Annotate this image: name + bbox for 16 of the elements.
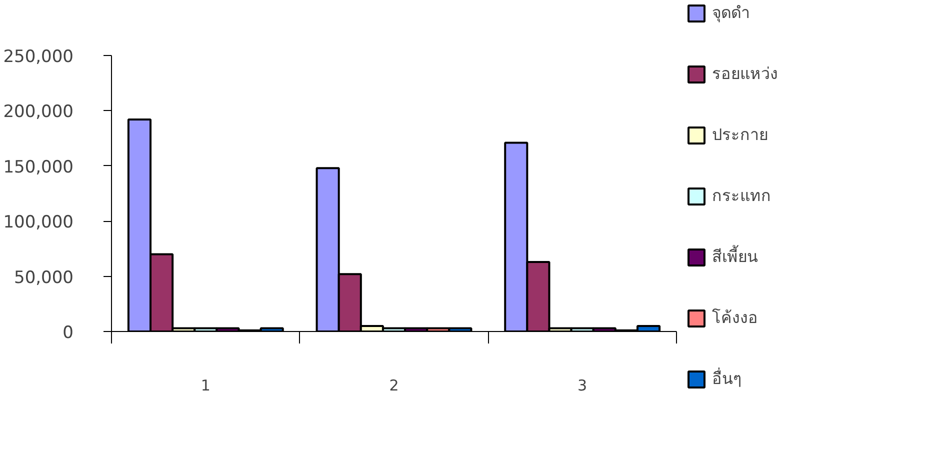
legend-label: จุดดำ — [712, 2, 750, 24]
legend-label: สีเพี้ยน — [712, 244, 758, 268]
x-tick-label: 1 — [200, 376, 210, 394]
legend-label: กระแทก — [712, 185, 771, 207]
legend-label: ประกาย — [712, 124, 768, 146]
x-tick-label: 2 — [389, 376, 399, 394]
y-tick-label: 150,000 — [3, 157, 74, 178]
y-tick-label: 50,000 — [14, 268, 74, 288]
y-tick-label: 0 — [62, 323, 74, 343]
legend-label: อื่นๆ — [712, 366, 742, 390]
y-tick-label: 200,000 — [3, 102, 74, 122]
y-tick-label: 100,000 — [3, 212, 74, 233]
x-tick-label: 3 — [578, 376, 588, 394]
y-tick-label: 250,000 — [3, 47, 74, 67]
legend-label: รอยแหว่ง — [712, 63, 778, 85]
legend-label: โค้งงอ — [712, 307, 758, 329]
